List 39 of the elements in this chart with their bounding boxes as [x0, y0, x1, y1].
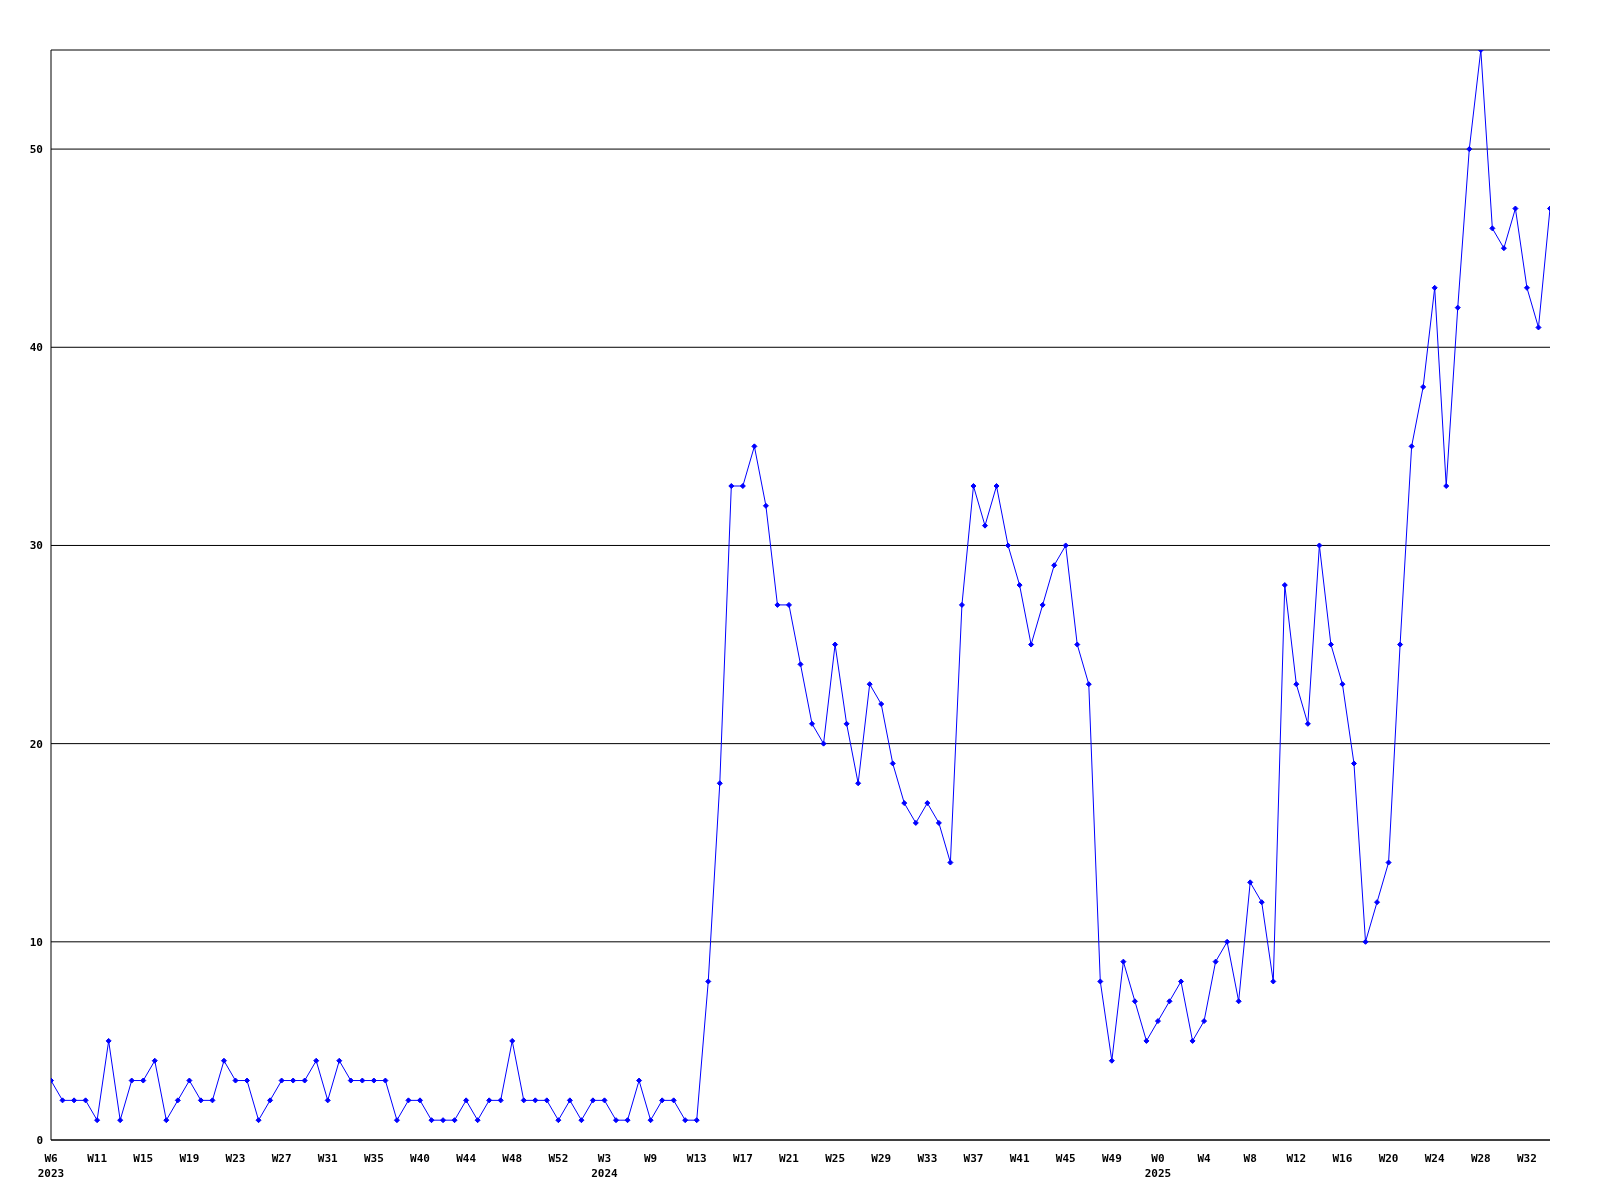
x-tick-label: W8: [1243, 1152, 1257, 1165]
x-tick-label: W15: [133, 1152, 154, 1165]
x-tick-label: W17: [732, 1152, 753, 1165]
x-tick-label: W41: [1009, 1152, 1030, 1165]
x-tick-label: W25: [825, 1152, 846, 1165]
x-tick-label: W9: [643, 1152, 658, 1165]
x-tick-label: W31: [317, 1152, 339, 1165]
y-tick-label: 10: [29, 935, 43, 949]
x-tick-label: W48: [502, 1152, 523, 1165]
y-tick-label: 20: [29, 737, 43, 751]
x-tick-label: W6 2023: [37, 1152, 65, 1180]
y-tick-label: 30: [29, 539, 43, 553]
x-tick-label: W0 2025: [1144, 1152, 1172, 1180]
x-tick-label: W4: [1197, 1152, 1212, 1165]
x-tick-label: W27: [271, 1152, 292, 1165]
x-tick-label: W3 2024: [591, 1152, 619, 1180]
x-tick-label: W12: [1286, 1152, 1307, 1165]
x-tick-label: W44: [456, 1152, 477, 1165]
x-tick-label: W37: [963, 1152, 984, 1165]
x-tick-label: W21: [779, 1152, 800, 1165]
x-tick-label: W13: [686, 1152, 707, 1165]
y-tick-label: 0: [36, 1133, 43, 1147]
x-tick-label: W35: [363, 1152, 384, 1165]
x-tick-label: W24: [1424, 1152, 1445, 1165]
x-tick-label: W28: [1470, 1152, 1491, 1165]
x-tick-label: W16: [1332, 1152, 1353, 1165]
x-tick-label: W29: [871, 1152, 892, 1165]
x-tick-label: W32: [1517, 1152, 1537, 1165]
y-tick-label: 50: [29, 143, 43, 156]
x-tick-label: W11: [87, 1152, 108, 1165]
x-tick-label: W23: [225, 1152, 246, 1165]
x-tick-label: W20: [1378, 1152, 1399, 1165]
x-tick-label: W49: [1101, 1152, 1122, 1165]
x-tick-label: W52: [548, 1152, 569, 1165]
y-tick-label: 40: [29, 341, 43, 355]
x-tick-label: W45: [1055, 1152, 1076, 1165]
x-tick-label: W40: [410, 1152, 430, 1165]
x-tick-label: W19: [179, 1152, 200, 1165]
x-tick-label: W33: [917, 1152, 938, 1165]
